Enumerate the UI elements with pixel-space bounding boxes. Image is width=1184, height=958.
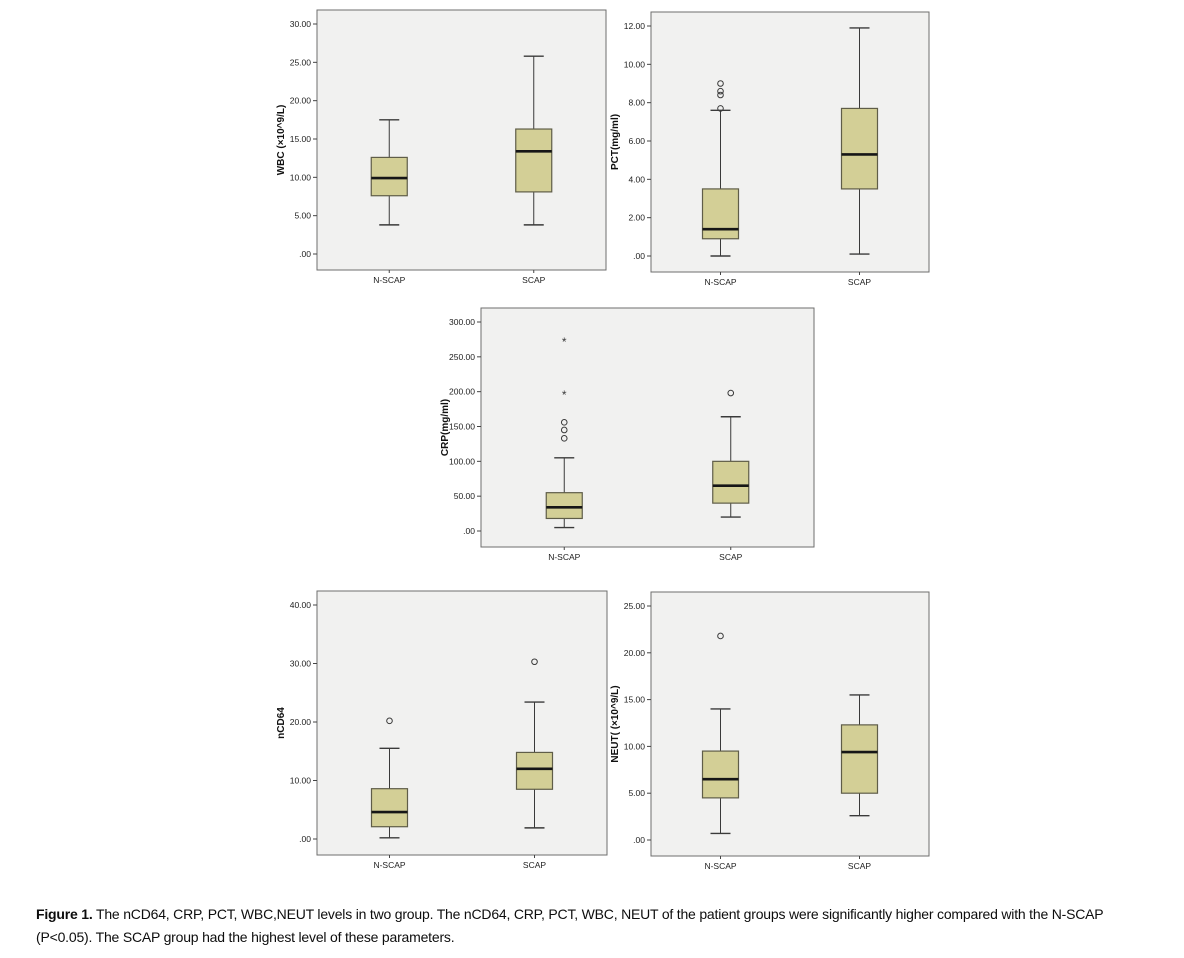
y-tick-label: .00 xyxy=(463,526,475,536)
iqr-box-scap xyxy=(515,128,553,193)
y-tick-label: .00 xyxy=(633,835,645,845)
y-tick-label: 300.00 xyxy=(449,317,475,327)
y-tick-label: 200.00 xyxy=(449,387,475,397)
boxplot-svg-crp: .00 50.00 100.00 150.00 200.00 250.00 300.00 CR… xyxy=(440,307,815,562)
plot-panel xyxy=(316,9,607,271)
boxplot-pct: .00 2.00 4.00 6.00 8.00 10.00 12.00 PCT(mg/ml) N… xyxy=(606,8,937,299)
boxplot-neut: .00 5.00 10.00 15.00 20.00 25.00 NEUT( (×10^9/… xyxy=(606,588,937,883)
outlier-circle-icon xyxy=(560,426,568,434)
y-tick-label: 10.00 xyxy=(624,59,646,69)
y-tick-label: 250.00 xyxy=(449,352,475,362)
boxplot-svg-wbc: .00 5.00 10.00 15.00 20.00 25.00 30.00 WBC (×10… xyxy=(276,9,607,285)
x-category-label: N-SCAP xyxy=(373,860,405,870)
y-tick-label: 20.00 xyxy=(290,96,312,106)
y-axis-label: PCT(mg/ml) xyxy=(610,114,621,170)
iqr-box-n-scap xyxy=(370,156,408,197)
figure-caption-text: The nCD64, CRP, PCT, WBC,NEUT levels in … xyxy=(36,906,1104,945)
x-category-label: SCAP xyxy=(848,861,871,871)
boxplot-crp: .00 50.00 100.00 150.00 200.00 250.00 300.00 CR… xyxy=(436,304,822,574)
iqr-box-scap xyxy=(840,724,879,794)
x-category-label: SCAP xyxy=(523,860,546,870)
x-category-label: N-SCAP xyxy=(704,861,736,871)
y-tick-label: 15.00 xyxy=(290,134,312,144)
x-category-label: N-SCAP xyxy=(373,275,405,285)
iqr-box-n-scap xyxy=(701,750,740,799)
y-tick-label: 10.00 xyxy=(624,741,646,751)
plot-panel xyxy=(650,591,930,857)
boxplot-svg-pct: .00 2.00 4.00 6.00 8.00 10.00 12.00 PCT(mg/ml) N… xyxy=(610,11,930,287)
x-category-label: SCAP xyxy=(522,275,545,285)
x-category-label: N-SCAP xyxy=(548,552,580,562)
outlier-circle-icon xyxy=(717,87,724,95)
extreme-asterisk-icon: * xyxy=(562,388,567,402)
boxplot-svg-ncd64: .00 10.00 20.00 30.00 40.00 nCD64 N-SCAP SCAP xyxy=(276,590,608,870)
boxplot-ncd64: .00 10.00 20.00 30.00 40.00 nCD64 N-SCAP SCAP xyxy=(272,587,615,882)
outlier-circle-icon xyxy=(386,717,393,725)
y-tick-label: 12.00 xyxy=(624,21,646,31)
boxplot-wbc: .00 5.00 10.00 15.00 20.00 25.00 30.00 WBC (×10… xyxy=(272,6,614,297)
y-tick-label: 2.00 xyxy=(628,213,645,223)
plot-panel xyxy=(316,590,608,856)
iqr-box-scap xyxy=(840,107,879,190)
extreme-asterisk-icon: * xyxy=(562,335,567,349)
plot-panel xyxy=(480,307,815,548)
outlier-circle-icon xyxy=(717,91,724,99)
y-tick-label: 5.00 xyxy=(628,788,645,798)
iqr-box-scap xyxy=(515,751,554,790)
boxplot-svg-neut: .00 5.00 10.00 15.00 20.00 25.00 NEUT( (×10^9/… xyxy=(610,591,930,871)
outlier-circle-icon xyxy=(727,389,735,397)
y-tick-label: 100.00 xyxy=(449,456,475,466)
outlier-circle-icon xyxy=(560,419,568,426)
y-axis-label: WBC (×10^9/L) xyxy=(276,105,287,176)
outlier-circle-icon xyxy=(531,658,538,666)
y-tick-label: 20.00 xyxy=(624,648,646,658)
y-tick-label: 5.00 xyxy=(294,211,311,221)
y-axis-label: CRP(mg/ml) xyxy=(440,399,451,456)
y-tick-label: .00 xyxy=(299,249,311,259)
outlier-circle-icon xyxy=(717,105,724,112)
y-tick-label: 10.00 xyxy=(290,776,312,786)
y-axis-label: NEUT( (×10^9/L) xyxy=(610,685,621,762)
y-tick-label: 20.00 xyxy=(290,717,312,727)
iqr-box-n-scap xyxy=(545,492,583,520)
iqr-box-scap xyxy=(712,460,750,504)
iqr-box-n-scap xyxy=(370,788,409,828)
y-tick-label: 4.00 xyxy=(628,174,645,184)
x-category-label: N-SCAP xyxy=(704,277,736,287)
y-tick-label: 50.00 xyxy=(454,491,476,501)
y-tick-label: 25.00 xyxy=(624,601,646,611)
plot-panel xyxy=(650,11,930,273)
figure-caption-label: Figure 1. xyxy=(36,906,93,922)
figure-caption: Figure 1. The nCD64, CRP, PCT, WBC,NEUT … xyxy=(36,903,1151,948)
y-tick-label: 10.00 xyxy=(290,172,312,182)
y-tick-label: 40.00 xyxy=(290,600,312,610)
y-tick-label: 15.00 xyxy=(624,695,646,705)
outlier-circle-icon xyxy=(717,632,724,640)
iqr-box-n-scap xyxy=(701,188,740,240)
outlier-circle-icon xyxy=(717,80,724,87)
y-tick-label: 150.00 xyxy=(449,422,475,432)
y-tick-label: 6.00 xyxy=(628,136,645,146)
y-tick-label: 30.00 xyxy=(290,19,312,29)
outlier-circle-icon xyxy=(560,435,568,442)
x-category-label: SCAP xyxy=(848,277,871,287)
y-tick-label: .00 xyxy=(633,251,645,261)
y-tick-label: .00 xyxy=(299,834,311,844)
y-tick-label: 25.00 xyxy=(290,57,312,67)
y-axis-label: nCD64 xyxy=(276,707,287,739)
x-category-label: SCAP xyxy=(719,552,742,562)
y-tick-label: 30.00 xyxy=(290,659,312,669)
y-tick-label: 8.00 xyxy=(628,98,645,108)
